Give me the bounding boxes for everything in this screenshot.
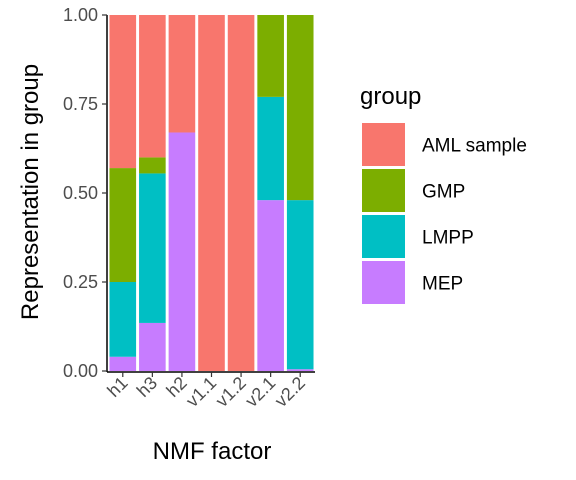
bar-h2-mep <box>168 132 196 371</box>
bar-h3-gmp <box>139 157 166 174</box>
bar-h3-aml-sample <box>139 15 166 158</box>
bar-h3-lmpp <box>139 173 166 323</box>
x-tick-label: v1.2 <box>212 373 250 411</box>
bar-h1-aml-sample <box>109 15 137 169</box>
bar-v2.2-gmp <box>286 15 314 201</box>
legend-label: MEP <box>422 274 463 295</box>
bar-h3-mep <box>139 322 166 371</box>
bar-h1-mep <box>109 356 137 371</box>
y-tick-label: 0.75 <box>63 94 98 114</box>
bar-v2.1-gmp <box>257 15 284 97</box>
bar-h2-aml-sample <box>168 15 196 133</box>
x-tick-label: v2.1 <box>241 373 279 411</box>
bar-v1.2-aml-sample <box>227 15 255 371</box>
x-tick-label: v1.1 <box>182 373 220 411</box>
x-tick-label: h1 <box>103 373 131 401</box>
legend-title: group <box>360 83 421 110</box>
y-axis-title: Representation in group <box>17 64 44 320</box>
bar-v1.1-aml-sample <box>198 15 225 371</box>
legend-key-aml-sample <box>362 123 405 166</box>
bar-v2.1-lmpp <box>257 96 284 201</box>
bar-v2.2-lmpp <box>286 200 314 370</box>
y-tick-label: 0.00 <box>63 361 98 381</box>
y-tick-label: 1.00 <box>63 5 98 25</box>
legend-key-mep <box>362 261 405 304</box>
legend-key-lmpp <box>362 215 405 258</box>
bar-h1-gmp <box>109 168 137 282</box>
y-tick-label: 0.25 <box>63 272 98 292</box>
bar-h1-lmpp <box>109 282 137 357</box>
bar-v2.1-mep <box>257 200 284 371</box>
x-axis-title: NMF factor <box>153 438 272 465</box>
x-tick-label: v2.2 <box>271 373 309 411</box>
bar-v2.2-mep <box>286 369 314 371</box>
x-tick-label: h3 <box>133 373 161 401</box>
legend-label: GMP <box>422 182 465 203</box>
legend: AML sample GMP LMPP MEP <box>362 123 527 304</box>
legend-label: AML sample <box>422 136 527 157</box>
bars-layer <box>109 15 314 371</box>
y-tick-label: 0.50 <box>63 183 98 203</box>
legend-key-gmp <box>362 169 405 212</box>
legend-label: LMPP <box>422 228 474 249</box>
